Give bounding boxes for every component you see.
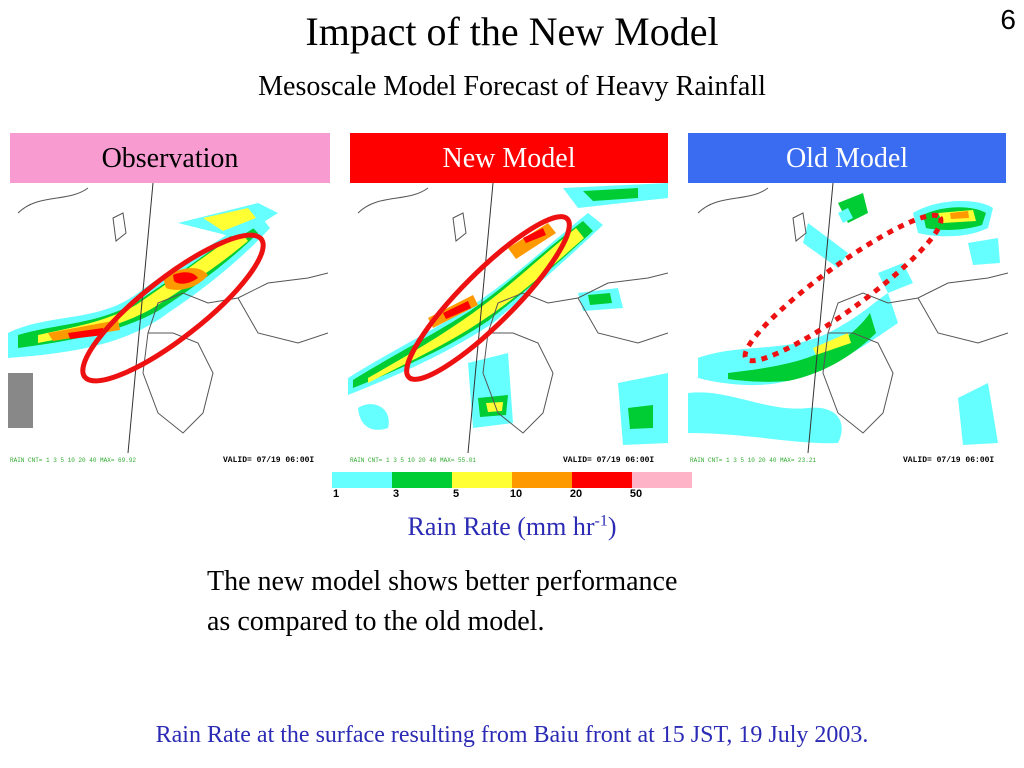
observation-map-footer-right: VALID= 07/19 06:00I	[223, 456, 314, 465]
old-model-panel-header: Old Model	[688, 133, 1006, 183]
colorbar-swatch	[452, 472, 512, 488]
new-model-map-footer-right: VALID= 07/19 06:00I	[563, 456, 654, 465]
colorbar-tick-label: 1	[332, 488, 340, 500]
description-line-2: as compared to the old model.	[207, 606, 545, 637]
new-model-rain-map: RAIN CNT= 1 3 5 10 20 40 MAX= 55.01 VALI…	[348, 183, 668, 465]
slide-title: Impact of the New Model	[305, 9, 719, 54]
colorbar-swatch	[512, 472, 572, 488]
description-text: The new model shows better performance a…	[207, 562, 827, 642]
colorbar-tick-label: 10	[509, 488, 523, 500]
description-line-1: The new model shows better performance	[207, 566, 678, 597]
old-model-map-footer-left: RAIN CNT= 1 3 5 10 20 40 MAX= 23.21	[690, 457, 816, 464]
rain-rate-colorbar	[332, 472, 692, 488]
colorbar-swatch	[332, 472, 392, 488]
colorbar-tick-label: 3	[392, 488, 400, 500]
rain-rate-legend-label: Rain Rate (mm hr-1)	[0, 512, 1024, 542]
colorbar-swatch	[572, 472, 632, 488]
observation-rain-map: RAIN CNT= 1 3 5 10 20 40 MAX= 69.92 VALI…	[8, 183, 328, 465]
figure-caption: Rain Rate at the surface resulting from …	[155, 722, 869, 748]
new-model-panel-header: New Model	[350, 133, 668, 183]
legend-exponent: -1	[594, 512, 608, 530]
new-model-map-footer-left: RAIN CNT= 1 3 5 10 20 40 MAX= 55.01	[350, 457, 476, 464]
old-model-map-footer-right: VALID= 07/19 06:00I	[903, 456, 994, 465]
legend-text: Rain Rate (mm hr	[407, 512, 595, 541]
colorbar-tick-label: 5	[452, 488, 460, 500]
colorbar-tick-label: 50	[629, 488, 643, 500]
slide-subtitle: Mesoscale Model Forecast of Heavy Rainfa…	[258, 71, 766, 102]
colorbar-swatch	[632, 472, 692, 488]
colorbar-swatch	[392, 472, 452, 488]
page-number: 6	[1000, 4, 1016, 35]
colorbar-labels: 1 3 5 10 20 50	[332, 488, 692, 504]
colorbar-tick-label: 20	[569, 488, 583, 500]
old-model-rain-map: RAIN CNT= 1 3 5 10 20 40 MAX= 23.21 VALI…	[688, 183, 1008, 465]
observation-map-footer-left: RAIN CNT= 1 3 5 10 20 40 MAX= 69.92	[10, 457, 136, 464]
legend-close: )	[607, 512, 617, 541]
observation-panel-header: Observation	[10, 133, 330, 183]
